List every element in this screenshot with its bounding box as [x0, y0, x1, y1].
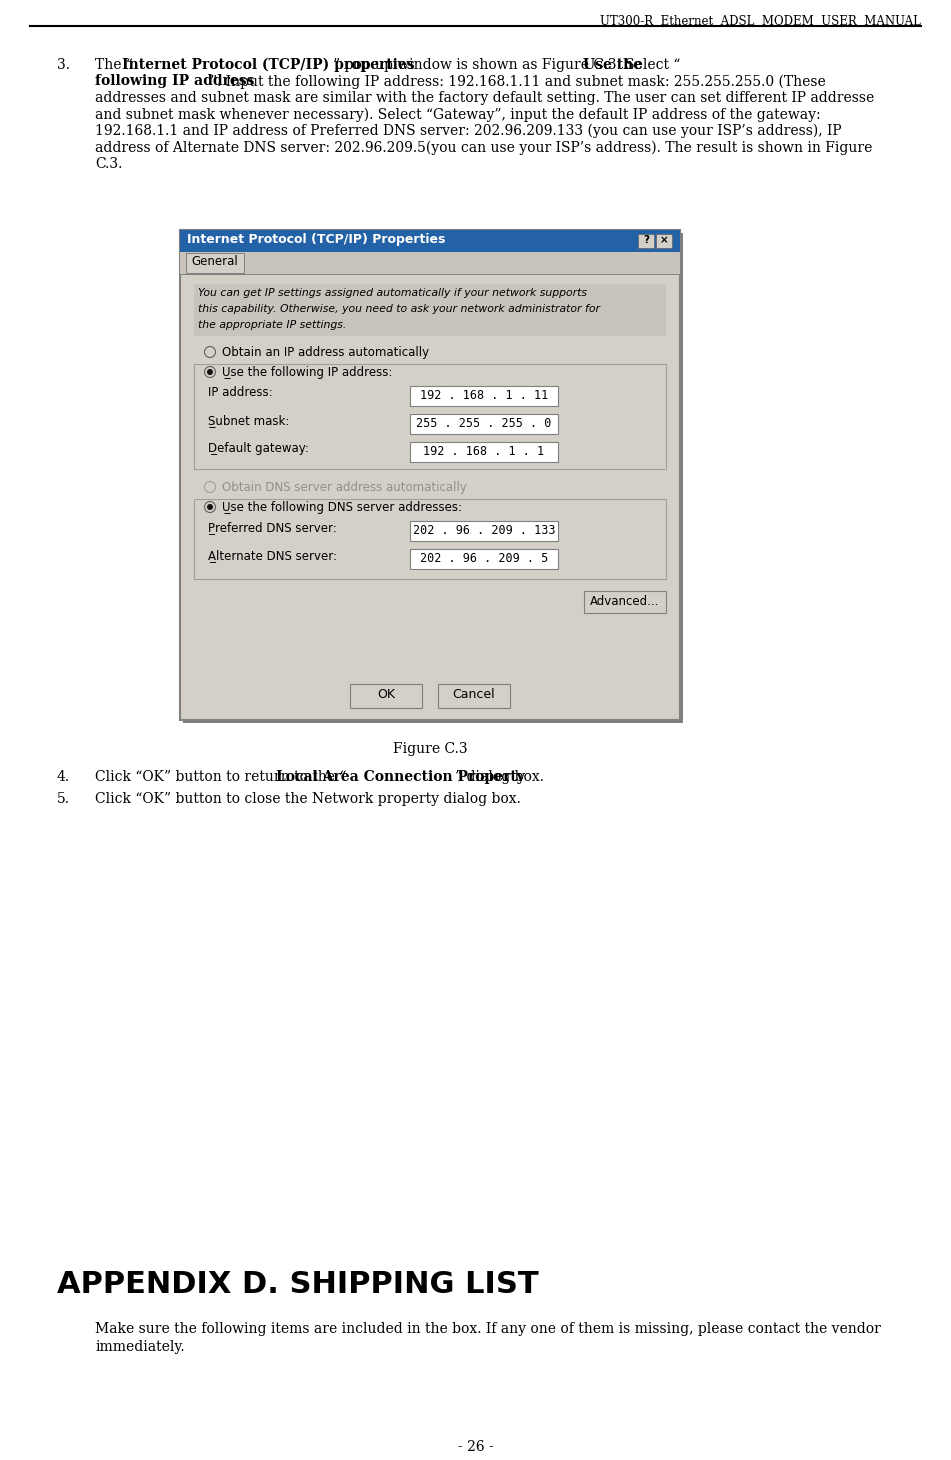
Bar: [180, 231, 680, 720]
Text: P̲referred DNS server:: P̲referred DNS server:: [208, 521, 337, 534]
Text: Figure C.3: Figure C.3: [393, 742, 467, 756]
Circle shape: [207, 504, 213, 510]
Bar: [186, 253, 244, 273]
Text: Internet Protocol (TCP/IP) Properties: Internet Protocol (TCP/IP) Properties: [187, 234, 445, 245]
Bar: [438, 683, 510, 708]
Bar: [194, 499, 666, 580]
Text: Use the: Use the: [583, 58, 642, 72]
Bar: [638, 234, 654, 248]
Text: S̲ubnet mask:: S̲ubnet mask:: [208, 415, 289, 426]
Text: Local Area Connection Property: Local Area Connection Property: [276, 769, 525, 784]
Bar: [194, 285, 666, 336]
Text: 3.: 3.: [57, 58, 70, 72]
Text: APPENDIX D. SHIPPING LIST: APPENDIX D. SHIPPING LIST: [57, 1270, 538, 1299]
Text: ”. Input the following IP address: 192.168.1.11 and subnet mask: 255.255.255.0 (: ”. Input the following IP address: 192.1…: [210, 74, 825, 89]
Text: The “: The “: [95, 58, 133, 72]
Bar: [183, 234, 683, 723]
Text: following IP address: following IP address: [95, 74, 255, 89]
Text: 4.: 4.: [57, 769, 70, 784]
Bar: [656, 234, 672, 248]
Bar: [350, 683, 422, 708]
Text: ​Obtain an IP address automatically: ​Obtain an IP address automatically: [222, 346, 429, 359]
Text: ×: ×: [660, 235, 669, 245]
Text: and subnet mask whenever necessary). Select “Gateway”, input the default IP addr: and subnet mask whenever necessary). Sel…: [95, 108, 821, 121]
Bar: [584, 591, 666, 613]
Bar: [180, 231, 680, 253]
Text: You can get IP settings assigned automatically if your network supports: You can get IP settings assigned automat…: [198, 288, 587, 298]
Bar: [194, 364, 666, 469]
Text: General: General: [191, 255, 239, 269]
Text: IP address:: IP address:: [208, 385, 273, 399]
Bar: [180, 253, 680, 274]
Text: Click “OK” button to return to the “: Click “OK” button to return to the “: [95, 769, 346, 784]
Text: ” dialog box.: ” dialog box.: [456, 769, 544, 784]
Text: Internet Protocol (TCP/IP) properties: Internet Protocol (TCP/IP) properties: [123, 58, 415, 73]
Bar: [410, 521, 558, 542]
Text: address of Alternate DNS server: 202.96.209.5(you can use your ISP’s address). T: address of Alternate DNS server: 202.96.…: [95, 140, 872, 155]
Text: U̲se the following IP address:: U̲se the following IP address:: [222, 366, 393, 380]
Text: Cancel: Cancel: [453, 688, 495, 701]
Text: Make sure the following items are included in the box. If any one of them is mis: Make sure the following items are includ…: [95, 1321, 881, 1336]
Text: Click “OK” button to close the Network property dialog box.: Click “OK” button to close the Network p…: [95, 791, 521, 806]
Bar: [410, 385, 558, 406]
Text: D̲efault gateway:: D̲efault gateway:: [208, 442, 309, 456]
Circle shape: [207, 369, 213, 375]
Text: ” pop up window is shown as Figure C.3. Select “: ” pop up window is shown as Figure C.3. …: [333, 58, 680, 72]
Text: 192 . 168 . 1 . 11: 192 . 168 . 1 . 11: [420, 388, 548, 402]
Text: 5.: 5.: [57, 791, 70, 806]
Text: OK: OK: [377, 688, 395, 701]
Text: U̲se the following DNS server addresses:: U̲se the following DNS server addresses:: [222, 501, 462, 514]
Text: - 26 -: - 26 -: [457, 1440, 494, 1454]
Text: ​Obtain DNS server address automatically: ​Obtain DNS server address automatically: [222, 480, 467, 493]
Text: C.3.: C.3.: [95, 158, 123, 171]
Text: 192.168.1.1 and IP address of Preferred DNS server: 202.96.209.133 (you can use : 192.168.1.1 and IP address of Preferred …: [95, 124, 842, 139]
Text: immediately.: immediately.: [95, 1340, 184, 1353]
Text: 202 . 96 . 209 . 5: 202 . 96 . 209 . 5: [420, 552, 548, 565]
Text: ?: ?: [643, 235, 649, 245]
Text: this capability. Otherwise, you need to ask your network administrator for: this capability. Otherwise, you need to …: [198, 304, 600, 314]
Bar: [410, 442, 558, 461]
Text: addresses and subnet mask are similar with the factory default setting. The user: addresses and subnet mask are similar wi…: [95, 91, 874, 105]
Bar: [410, 549, 558, 569]
Text: Advanced...: Advanced...: [591, 596, 660, 607]
Text: the appropriate IP settings.: the appropriate IP settings.: [198, 320, 346, 330]
Text: 202 . 96 . 209 . 133: 202 . 96 . 209 . 133: [413, 524, 555, 537]
Text: A̲lternate DNS server:: A̲lternate DNS server:: [208, 549, 337, 562]
Bar: [410, 415, 558, 434]
Text: 192 . 168 . 1 . 1: 192 . 168 . 1 . 1: [423, 445, 545, 458]
Text: 255 . 255 . 255 . 0: 255 . 255 . 255 . 0: [417, 418, 552, 431]
Text: UT300-R  Ethernet  ADSL  MODEM  USER  MANUAL: UT300-R Ethernet ADSL MODEM USER MANUAL: [600, 15, 921, 28]
